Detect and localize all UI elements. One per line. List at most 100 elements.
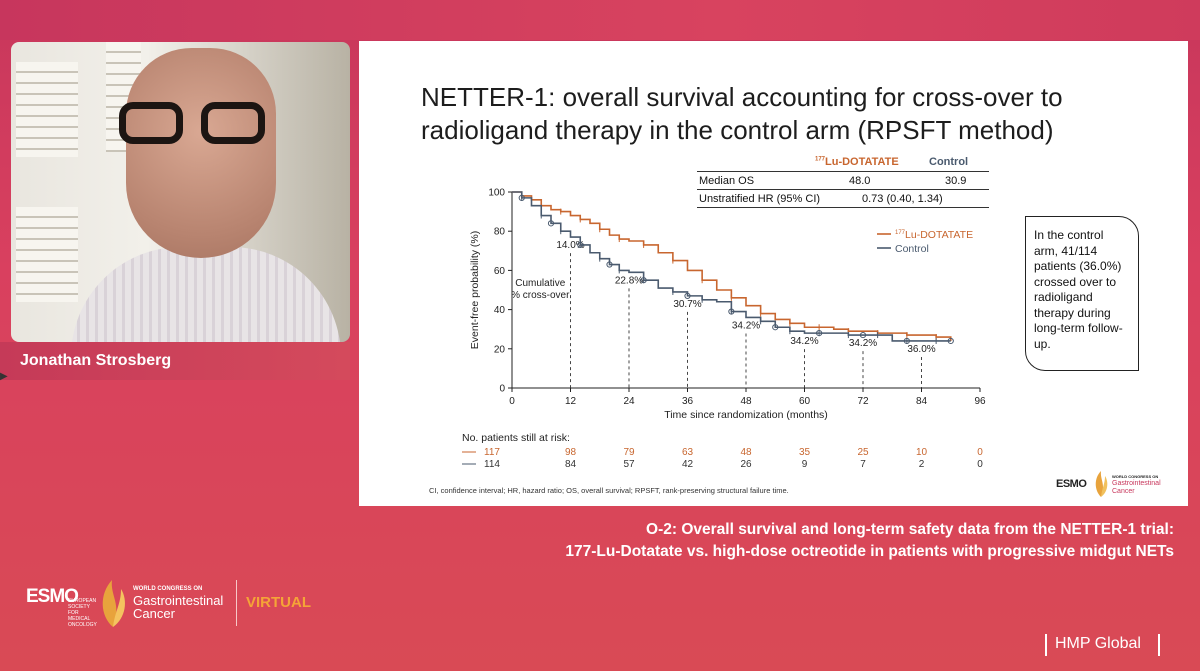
at-risk-treatment-value: 98 bbox=[565, 447, 577, 458]
virtual-label: VIRTUAL bbox=[246, 594, 311, 611]
x-tick-label: 36 bbox=[682, 396, 694, 407]
crossover-marker bbox=[728, 308, 735, 315]
crossover-label: 34.2% bbox=[732, 320, 760, 331]
median-os-control: 30.9 bbox=[945, 175, 967, 187]
y-tick-label: 80 bbox=[494, 227, 506, 238]
at-risk-control-value: 2 bbox=[919, 459, 925, 470]
x-tick-label: 96 bbox=[974, 396, 986, 407]
crossover-marker bbox=[859, 331, 867, 339]
crossover-label: 14.0% bbox=[556, 240, 584, 251]
hmp-global-text: HMP Global bbox=[1055, 635, 1141, 652]
x-tick-label: 48 bbox=[740, 396, 752, 407]
crossover-marker bbox=[816, 330, 823, 337]
at-risk-treatment-value: 63 bbox=[682, 447, 694, 458]
top-frame bbox=[0, 0, 1200, 40]
at-risk-control-value: 84 bbox=[565, 459, 577, 470]
crossover-label: 22.8% bbox=[615, 275, 643, 286]
at-risk-label: No. patients still at risk: bbox=[462, 432, 570, 444]
y-tick-label: 20 bbox=[494, 344, 506, 355]
y-tick-label: 40 bbox=[494, 305, 506, 316]
at-risk-treatment-value: 117 bbox=[484, 447, 500, 458]
speaker-name: Jonathan Strosberg bbox=[20, 352, 172, 369]
hmp-global-logo: HMP Global bbox=[1055, 635, 1141, 653]
congress-name: Gastrointestinal Cancer bbox=[133, 594, 223, 620]
at-risk-treatment-value: 0 bbox=[977, 447, 983, 458]
col-treatment-header: 177Lu-DOTATATE bbox=[815, 156, 899, 168]
congress-small-text: WORLD CONGRESS ON bbox=[133, 586, 203, 592]
hmp-bar-left bbox=[1045, 634, 1047, 656]
crossover-marker bbox=[684, 292, 691, 299]
esmo-tagline: EUROPEAN SOCIETY FOR MEDICAL ONCOLOGY bbox=[68, 598, 97, 628]
glasses bbox=[119, 102, 284, 144]
cumulative-label-line1: Cumulative bbox=[515, 278, 565, 289]
logo-divider bbox=[236, 580, 237, 626]
crossover-label: 30.7% bbox=[673, 299, 701, 310]
esmo-logo: ESMO bbox=[26, 586, 79, 607]
x-tick-label: 72 bbox=[857, 396, 869, 407]
slide-title-line1: NETTER-1: overall survival accounting fo… bbox=[421, 82, 1063, 112]
at-risk-control-value: 57 bbox=[623, 459, 635, 470]
speaker-name-bar bbox=[0, 342, 350, 380]
legend-control-label: Control bbox=[895, 243, 929, 255]
presentation-slide: NETTER-1: overall survival accounting fo… bbox=[359, 41, 1188, 506]
crossover-marker bbox=[947, 337, 954, 345]
person-shirt bbox=[71, 247, 341, 342]
crossover-callout: In the control arm, 41/114 patients (36.… bbox=[1025, 216, 1139, 371]
treatment-curve bbox=[512, 191, 952, 341]
col-control-header: Control bbox=[929, 156, 969, 168]
crossover-marker bbox=[640, 277, 647, 284]
slide-congress-logo: ESMO WORLD CONGRESS ON Gastrointestinal … bbox=[1056, 468, 1186, 500]
at-risk-control-value: 9 bbox=[802, 459, 808, 470]
at-risk-treatment-value: 48 bbox=[740, 447, 752, 458]
cumulative-label-line2: % cross-over bbox=[511, 290, 570, 301]
y-tick-label: 100 bbox=[488, 188, 505, 199]
control-curve bbox=[512, 191, 951, 342]
crossover-marker bbox=[606, 261, 613, 268]
hr-label: Unstratified HR (95% CI) bbox=[699, 193, 821, 205]
talk-subtitle: O-2: Overall survival and long-term safe… bbox=[565, 519, 1174, 563]
median-os-label: Median OS bbox=[699, 175, 755, 187]
crossover-marker bbox=[903, 337, 910, 345]
y-tick-label: 0 bbox=[499, 384, 505, 395]
slide-logo-wing-icon bbox=[1095, 471, 1108, 497]
x-tick-label: 24 bbox=[623, 396, 635, 407]
at-risk-control-value: 0 bbox=[977, 459, 983, 470]
y-tick-label: 60 bbox=[494, 266, 506, 277]
at-risk-treatment-value: 35 bbox=[799, 447, 811, 458]
at-risk-control-value: 7 bbox=[860, 459, 866, 470]
congress-wing-icon bbox=[102, 580, 125, 627]
hr-value: 0.73 (0.40, 1.34) bbox=[862, 193, 943, 205]
y-axis-label: Event-free probability (%) bbox=[469, 231, 481, 349]
slide-logo-text: Gastrointestinal Cancer bbox=[1112, 480, 1161, 495]
crossover-marker bbox=[772, 324, 779, 331]
at-risk-control-value: 42 bbox=[682, 459, 694, 470]
x-tick-label: 12 bbox=[565, 396, 577, 407]
congress-name-line1: Gastrointestinal bbox=[133, 593, 224, 608]
person-head bbox=[126, 48, 276, 258]
slide-logo-esmo: ESMO bbox=[1056, 478, 1087, 490]
congress-name-line2: Cancer bbox=[133, 606, 175, 621]
window-shutter-left bbox=[16, 62, 78, 157]
slide-title-line2: radioligand therapy in the control arm (… bbox=[421, 115, 1054, 145]
crossover-marker bbox=[518, 194, 525, 201]
crossover-label: 34.2% bbox=[849, 338, 877, 349]
hmp-bar-right bbox=[1158, 634, 1160, 656]
crossover-label: 36.0% bbox=[907, 344, 935, 355]
crossover-marker bbox=[547, 220, 555, 227]
x-tick-label: 60 bbox=[799, 396, 811, 407]
slide-logo-small: WORLD CONGRESS ON bbox=[1112, 474, 1159, 479]
at-risk-treatment-value: 25 bbox=[857, 447, 869, 458]
x-tick-label: 0 bbox=[509, 396, 515, 407]
x-axis-label: Time since randomization (months) bbox=[664, 409, 828, 421]
talk-subtitle-line1: O-2: Overall survival and long-term safe… bbox=[646, 521, 1174, 538]
median-os-treatment: 48.0 bbox=[849, 175, 871, 187]
slide-footnote: CI, confidence interval; HR, hazard rati… bbox=[429, 486, 789, 495]
crossover-marker bbox=[577, 241, 584, 249]
at-risk-treatment-value: 79 bbox=[623, 447, 635, 458]
at-risk-control-value: 26 bbox=[740, 459, 752, 470]
x-tick-label: 84 bbox=[916, 396, 928, 407]
window-shutter-left-lower bbox=[16, 207, 78, 302]
at-risk-treatment-value: 10 bbox=[916, 447, 928, 458]
talk-subtitle-line2: 177-Lu-Dotatate vs. high-dose octreotide… bbox=[565, 543, 1174, 560]
